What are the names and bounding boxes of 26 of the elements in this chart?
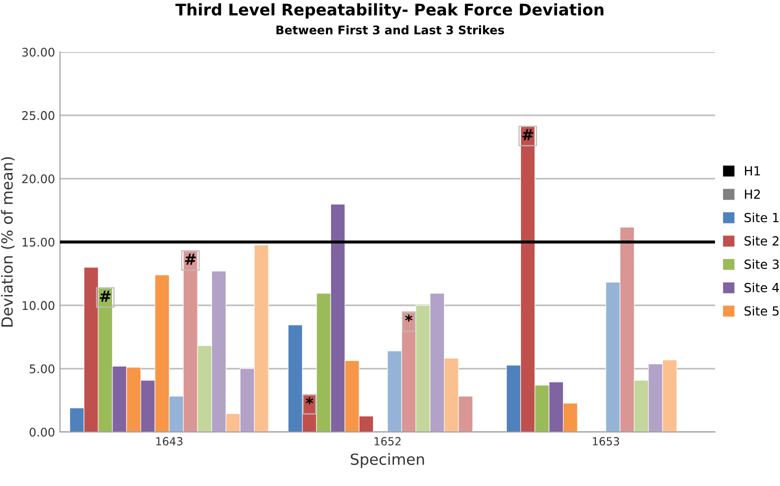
y-tick-label: 0.00 — [30, 428, 54, 437]
x-tick-label: 1643 — [156, 437, 182, 446]
chart-title: Third Level Repeatability- Peak Force Deviation — [175, 3, 604, 19]
legend-label: Site 5 — [744, 306, 779, 316]
legend-label: H2 — [744, 189, 760, 199]
y-tick-label: 10.00 — [22, 301, 54, 310]
data-label: * — [405, 314, 412, 322]
data-label: # — [100, 290, 111, 302]
y-axis-title: Deviation (% of mean) — [1, 157, 15, 327]
data-label: # — [522, 129, 534, 140]
legend-label: H1 — [744, 166, 760, 176]
y-tick-label: 15.00 — [22, 238, 54, 247]
chart-subtitle: Between First 3 and Last 3 Strikes — [276, 25, 504, 34]
data-label: * — [306, 397, 314, 404]
x-tick-label: 1653 — [592, 437, 620, 446]
data-label: # — [185, 254, 196, 265]
x-axis-title: Specimen — [350, 453, 424, 468]
y-tick-label: 20.00 — [22, 174, 54, 184]
y-tick-label: 30.00 — [22, 48, 54, 57]
legend-label: Site 3 — [744, 259, 779, 269]
legend-label: Site 1 — [744, 212, 779, 222]
x-tick-label: 1652 — [374, 437, 401, 446]
legend-label: Site 2 — [744, 236, 778, 246]
y-tick-label: 25.00 — [22, 111, 54, 120]
y-tick-label: 5.00 — [30, 364, 54, 374]
legend-label: Site 4 — [744, 282, 779, 292]
